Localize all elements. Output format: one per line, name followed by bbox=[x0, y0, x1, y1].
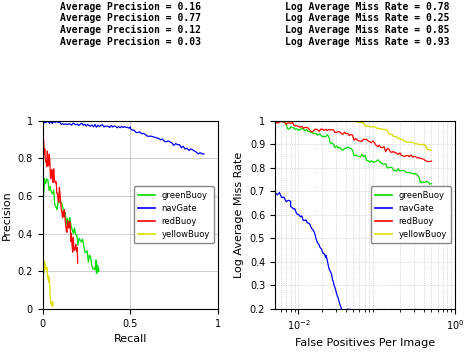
Text: Log Average Miss Rate = 0.78
Log Average Miss Rate = 0.25
Log Average Miss Rate : Log Average Miss Rate = 0.78 Log Average… bbox=[285, 2, 450, 47]
Legend: greenBuoy, navGate, redBuoy, yellowBuoy: greenBuoy, navGate, redBuoy, yellowBuoy bbox=[134, 186, 214, 243]
Y-axis label: Precision: Precision bbox=[2, 190, 12, 240]
Text: Average Precision = 0.16
Average Precision = 0.77
Average Precision = 0.12
Avera: Average Precision = 0.16 Average Precisi… bbox=[60, 2, 201, 47]
Y-axis label: Log Average Miss Rate: Log Average Miss Rate bbox=[234, 152, 244, 278]
X-axis label: Recall: Recall bbox=[114, 334, 147, 344]
X-axis label: False Positives Per Image: False Positives Per Image bbox=[295, 338, 435, 348]
Legend: greenBuoy, navGate, redBuoy, yellowBuoy: greenBuoy, navGate, redBuoy, yellowBuoy bbox=[371, 186, 451, 243]
